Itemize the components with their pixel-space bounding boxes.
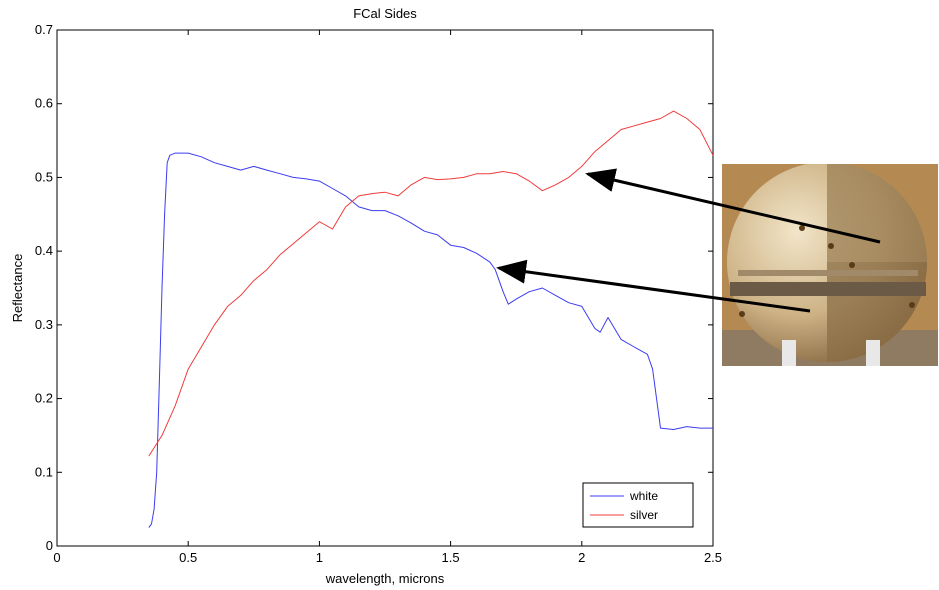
- x-tick-label: 0: [53, 550, 60, 565]
- chart-title: FCal Sides: [353, 6, 417, 21]
- legend-box: [582, 482, 694, 528]
- y-tick-label: 0.2: [35, 391, 53, 406]
- stand-left: [782, 340, 796, 366]
- legend-label-white: white: [629, 489, 658, 503]
- y-tick-label: 0.6: [35, 96, 53, 111]
- bolt: [828, 243, 834, 249]
- y-tick-label: 0.7: [35, 22, 53, 37]
- y-tick-label: 0.5: [35, 169, 53, 184]
- arrow-white: [496, 259, 811, 313]
- stand-right: [866, 340, 880, 366]
- sphere-silver-quadrant: [827, 164, 927, 262]
- arrow-silver: [585, 168, 881, 244]
- bolt: [799, 225, 805, 231]
- legend: white silver: [582, 482, 694, 528]
- series-line-silver: [148, 110, 714, 457]
- fcal-sphere-photo: [722, 164, 938, 366]
- series-line-white: [148, 152, 713, 528]
- x-tick-label: 2: [578, 550, 585, 565]
- bolt: [739, 311, 745, 317]
- y-tick-label: 0.4: [35, 243, 53, 258]
- x-tick-label: 0.5: [179, 550, 197, 565]
- sphere-band-upper: [738, 270, 918, 276]
- sphere-band: [730, 282, 926, 296]
- bolt: [909, 302, 915, 308]
- y-tick-label: 0.3: [35, 317, 53, 332]
- x-tick-label: 2.5: [704, 550, 722, 565]
- bolt: [849, 262, 855, 268]
- x-axis-label: wavelength, microns: [325, 571, 445, 586]
- legend-label-silver: silver: [630, 508, 658, 522]
- y-tick-label: 0: [46, 538, 53, 553]
- axis-ticks: 0 0.5 1 1.5 2 2.5 0 0.1 0.2 0.3 0.4 0.5 0.6 0.7: [35, 22, 722, 565]
- x-tick-label: 1.5: [442, 550, 460, 565]
- plot-area: [56, 29, 714, 547]
- y-tick-label: 0.1: [35, 464, 53, 479]
- x-tick-label: 1: [316, 550, 323, 565]
- series-layer: [148, 110, 714, 528]
- y-axis-label: Reflectance: [10, 254, 25, 323]
